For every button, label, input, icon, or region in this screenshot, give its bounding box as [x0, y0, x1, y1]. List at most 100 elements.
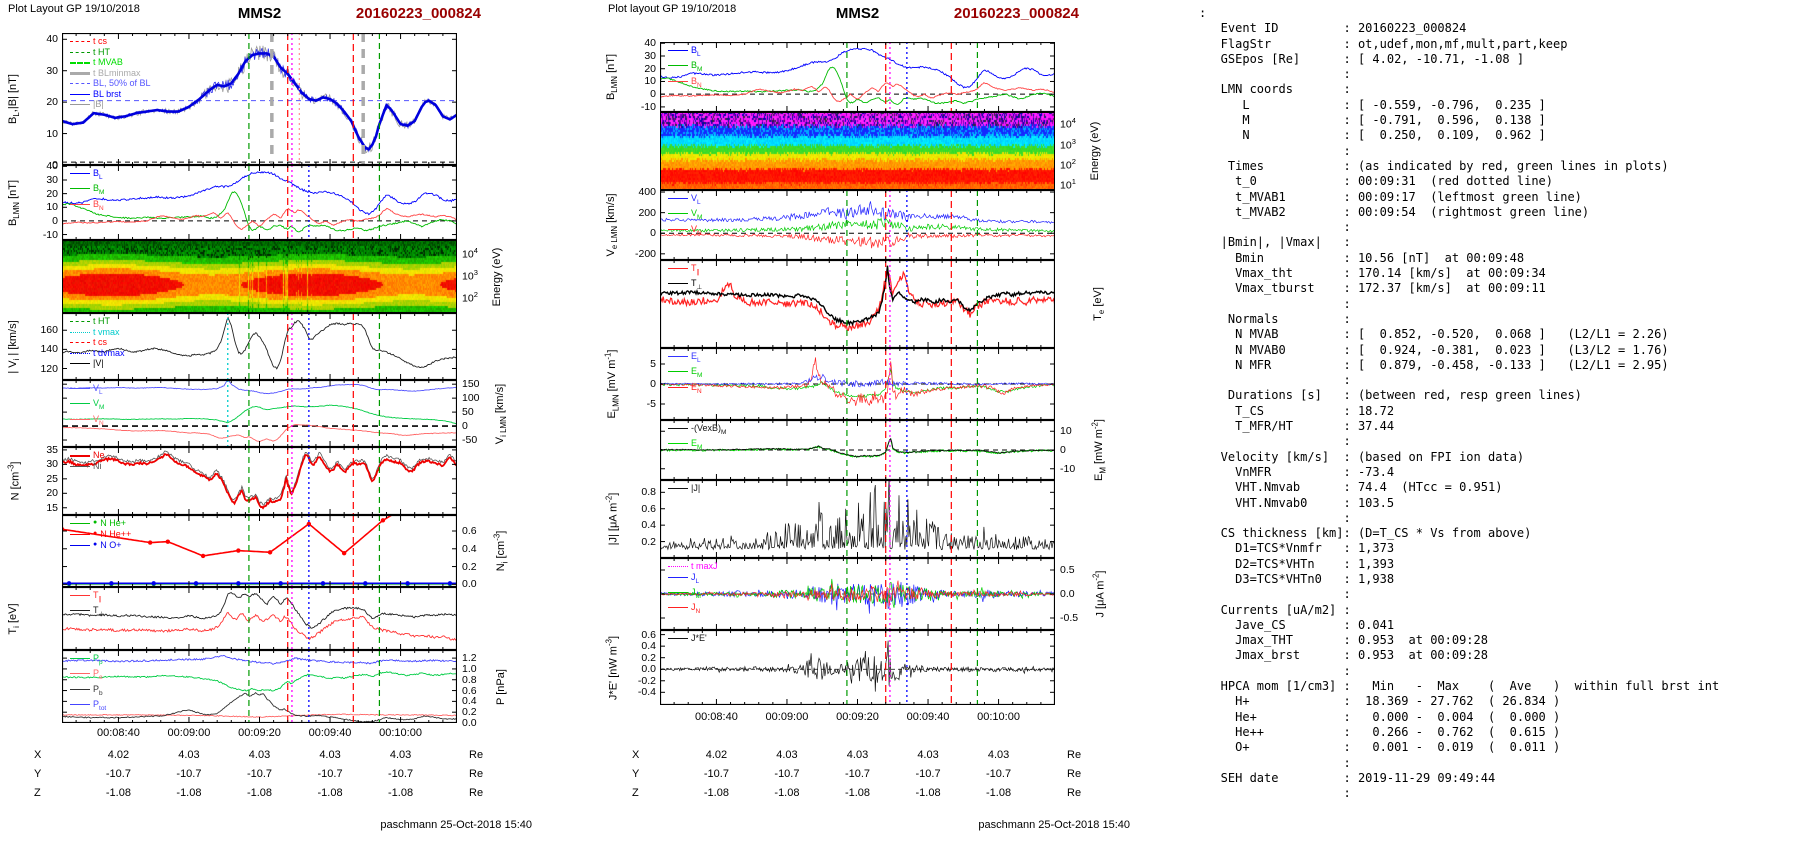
y-tick-label: -10	[42, 228, 58, 241]
series-Tipar	[62, 611, 457, 641]
legend-item: EM	[668, 438, 726, 453]
pos-row-value: -1.08	[176, 787, 202, 799]
legend-item: EN	[668, 382, 702, 397]
series-VexB	[660, 437, 1055, 458]
time-tick-label: 00:10:00	[977, 711, 1020, 723]
legend-line-sample	[70, 188, 90, 190]
page-title: MMS2	[237, 5, 282, 22]
pos-row-value: -1.08	[703, 787, 729, 799]
panel-E-LMN	[660, 348, 1055, 420]
legend-label: t HT	[93, 46, 110, 57]
y-tick-label: 0.4	[641, 519, 656, 532]
pos-row-value: -10.7	[246, 768, 273, 780]
legend-item: T⊥	[70, 605, 104, 620]
legend-line-sample	[70, 418, 90, 420]
pos-row-value: -10.7	[774, 768, 800, 780]
series-Ptot	[62, 654, 457, 665]
legend-item: JL	[668, 572, 718, 587]
series-BN	[660, 82, 1055, 103]
pos-row-value: 4.03	[776, 749, 798, 761]
y-tick-label: 30	[46, 64, 58, 77]
pos-row-value: -10.7	[176, 768, 202, 780]
series-Jenv	[660, 480, 1055, 551]
legend-item: BL, 50% of BL	[70, 78, 151, 89]
pos-row-value: -10.7	[844, 768, 871, 780]
legend-line-sample	[70, 342, 90, 344]
plot-N	[62, 447, 457, 515]
time-tick-label: 00:08:40	[97, 727, 140, 739]
legend-item: |V|	[70, 358, 125, 369]
legend-line-sample	[70, 321, 90, 323]
y-tick-label: 40	[644, 37, 656, 50]
legend-label: t cs	[93, 36, 108, 46]
legend-label: Ni	[93, 460, 102, 471]
ylabel-right-J-LMN: J [μA m-2]	[1091, 570, 1107, 618]
legend-label: VM	[93, 398, 105, 412]
plot-Ve-LMN	[660, 190, 1055, 260]
series-Pp	[62, 671, 457, 692]
y-tick-label: 0.6	[462, 684, 477, 697]
pos-row-label: X	[632, 749, 640, 761]
legend-label: N He+	[100, 518, 126, 528]
pos-row-value: -10.7	[388, 768, 414, 780]
y-tick-label: -5	[646, 398, 656, 410]
legend-label: BM	[93, 183, 105, 197]
y-tick-label: 0	[650, 378, 656, 390]
legend-line-sample	[668, 386, 688, 388]
legend-line-sample	[668, 591, 688, 593]
plot-BL-B	[62, 33, 457, 165]
legend-label: VN	[691, 223, 702, 237]
legend-label: EM	[691, 438, 703, 452]
legend-item: t vmax	[70, 327, 125, 338]
energy-tick-label: 104	[1060, 116, 1076, 131]
series-Ne	[62, 450, 457, 506]
pos-row-value: -1.08	[774, 787, 800, 799]
legend-item: J*E'	[668, 633, 707, 644]
panel-Vi-mag	[62, 313, 457, 380]
event-id: 20160223_000824	[355, 5, 481, 22]
legend-label: JN	[691, 602, 701, 615]
legend-label: t maxJ	[691, 561, 718, 571]
series-BLs	[62, 171, 457, 216]
panel-EM-VexB	[660, 420, 1055, 480]
time-tick-label: 00:09:00	[167, 727, 211, 739]
y-tick-label: 10	[1060, 425, 1072, 438]
legend-item: VN	[70, 414, 104, 429]
spectrogram-ion	[62, 240, 457, 313]
legend-label: T⊥	[93, 605, 105, 619]
y-tick-label: 0	[462, 420, 468, 433]
y-tick-label: 20	[46, 487, 58, 500]
legend-label: |V|	[93, 358, 104, 368]
legend-label: -(VexB)M	[691, 423, 727, 436]
y-tick-label: 20	[46, 187, 58, 200]
y-tick-label: 25	[46, 472, 58, 485]
series-BN	[62, 207, 457, 231]
pos-row-label: Y	[34, 768, 42, 780]
pos-row-value: 4.03	[987, 749, 1010, 761]
legend-line-sample	[70, 363, 90, 365]
legend-line-sample	[668, 65, 688, 67]
legend-line-sample	[70, 454, 90, 457]
legend-Ti: T∥ T⊥	[70, 590, 104, 621]
legend-item: t HT	[70, 316, 125, 327]
legend-label: BN	[93, 198, 104, 212]
plot-footer: paschmann 25-Oct-2018 15:40	[380, 819, 532, 831]
pos-row-value: 4.03	[917, 749, 939, 761]
legend-line-sample	[668, 576, 688, 578]
y-tick-label: 120	[40, 362, 58, 375]
legend-item: BM	[668, 60, 702, 75]
plot-Jmag	[660, 480, 1055, 558]
legend-label: T∥	[93, 590, 102, 603]
legend-item: EL	[668, 351, 702, 366]
series-Tiperp	[62, 592, 457, 629]
legend-label: J*E'	[691, 633, 707, 643]
y-tick-label: 160	[40, 324, 58, 337]
plot-P	[62, 650, 457, 723]
legend-item: BM	[70, 183, 104, 198]
legend-item: Ni	[70, 461, 105, 472]
energy-tick-label: 102	[462, 289, 478, 305]
legend-item: t dvmax	[70, 348, 125, 359]
legend-line-sample	[70, 704, 90, 706]
ylabel-JE: J*E' [nW m-3]	[604, 635, 620, 700]
legend-Jmag: |J|	[668, 483, 700, 494]
